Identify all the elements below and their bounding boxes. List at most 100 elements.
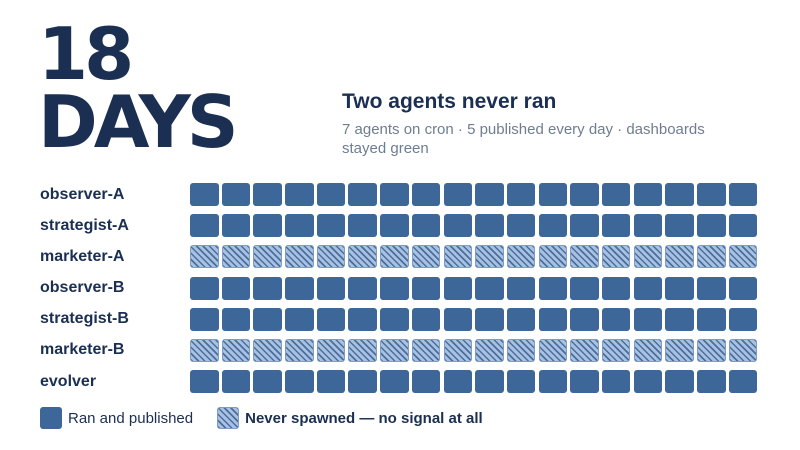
day-cells <box>190 338 760 362</box>
day-cell-ran <box>538 183 568 206</box>
agent-run-grid: observer-A strategist-A marketer-A observer… <box>40 182 760 400</box>
day-cell-ran <box>285 307 314 331</box>
day-cell-ran <box>601 183 631 206</box>
agent-label: strategist-A <box>40 216 129 234</box>
day-cell-ran <box>316 307 346 331</box>
day-cell-ran <box>601 276 631 300</box>
day-cell-ran <box>253 370 282 394</box>
agent-row: evolver <box>40 369 760 394</box>
day-cell-never <box>221 245 251 269</box>
day-cell-never <box>728 338 758 362</box>
legend-item-ran: Ran and published <box>40 407 193 429</box>
day-cell-ran <box>380 276 409 300</box>
day-cell-ran <box>665 276 694 300</box>
day-cell-ran <box>728 276 758 300</box>
day-cell-ran <box>633 276 663 300</box>
legend-item-never: Never spawned — no signal at all <box>217 407 483 429</box>
day-cell-never <box>665 338 694 362</box>
day-cell-ran <box>411 183 441 206</box>
day-cell-ran <box>506 307 536 331</box>
day-cell-never <box>570 338 599 362</box>
day-cell-never <box>285 245 314 269</box>
agent-row: strategist-B <box>40 307 760 332</box>
day-cell-ran <box>697 276 726 300</box>
day-cell-ran <box>475 214 504 238</box>
day-cell-never <box>190 338 219 362</box>
day-cell-never <box>475 245 504 269</box>
day-cell-ran <box>285 370 314 394</box>
day-cell-never <box>285 338 314 362</box>
day-cell-never <box>538 338 568 362</box>
day-cell-ran <box>728 370 758 394</box>
day-cell-ran <box>506 214 536 238</box>
day-cells <box>190 307 760 331</box>
day-cell-never <box>601 338 631 362</box>
day-cell-ran <box>253 214 282 238</box>
day-cell-ran <box>253 307 282 331</box>
day-cell-ran <box>316 370 346 394</box>
day-cell-never <box>570 245 599 269</box>
day-cell-ran <box>665 183 694 206</box>
day-cells <box>190 183 760 206</box>
day-cell-never <box>443 245 472 269</box>
day-cell-ran <box>728 183 758 206</box>
day-cells <box>190 245 760 269</box>
day-cell-ran <box>316 183 346 206</box>
agent-label: marketer-B <box>40 341 125 359</box>
day-cell-ran <box>443 214 472 238</box>
day-cell-never <box>633 245 663 269</box>
day-cells <box>190 276 760 300</box>
agent-row: marketer-A <box>40 244 760 269</box>
day-cell-ran <box>633 214 663 238</box>
day-cell-ran <box>190 214 219 238</box>
day-cell-ran <box>538 214 568 238</box>
day-cell-ran <box>728 214 758 238</box>
day-cell-never <box>316 338 346 362</box>
day-cell-ran <box>601 370 631 394</box>
day-cell-ran <box>348 183 377 206</box>
day-cell-ran <box>633 370 663 394</box>
agent-label: observer-B <box>40 279 125 297</box>
day-cell-ran <box>665 307 694 331</box>
day-cell-ran <box>506 370 536 394</box>
day-cell-never <box>443 338 472 362</box>
day-cell-ran <box>443 183 472 206</box>
hero-number: 18 <box>38 12 134 96</box>
day-cell-ran <box>633 307 663 331</box>
subline: 7 agents on cron · 5 published every day… <box>342 121 705 157</box>
day-cell-ran <box>506 183 536 206</box>
day-cell-ran <box>633 183 663 206</box>
day-cell-ran <box>190 370 219 394</box>
day-cell-ran <box>348 370 377 394</box>
day-cells <box>190 214 760 238</box>
day-cell-ran <box>348 214 377 238</box>
day-cell-ran <box>443 370 472 394</box>
day-cell-ran <box>411 214 441 238</box>
day-cell-ran <box>475 307 504 331</box>
day-cell-never <box>411 338 441 362</box>
day-cell-never <box>475 338 504 362</box>
day-cell-ran <box>728 307 758 331</box>
day-cell-ran <box>221 307 251 331</box>
day-cell-never <box>253 245 282 269</box>
day-cell-ran <box>506 276 536 300</box>
headline: Two agents never ran <box>342 90 557 113</box>
day-cell-ran <box>380 370 409 394</box>
day-cell-never <box>728 245 758 269</box>
day-cell-ran <box>665 370 694 394</box>
agent-label: observer-A <box>40 185 125 203</box>
day-cell-ran <box>380 214 409 238</box>
day-cell-ran <box>570 276 599 300</box>
day-cell-ran <box>380 307 409 331</box>
day-cell-never <box>697 338 726 362</box>
day-cell-ran <box>665 214 694 238</box>
day-cell-ran <box>411 307 441 331</box>
day-cells <box>190 370 760 394</box>
day-cell-never <box>538 245 568 269</box>
day-cell-never <box>348 245 377 269</box>
day-cell-ran <box>570 214 599 238</box>
agent-row: strategist-A <box>40 213 760 238</box>
day-cell-ran <box>475 183 504 206</box>
legend-swatch-ran <box>40 407 62 429</box>
day-cell-never <box>380 245 409 269</box>
